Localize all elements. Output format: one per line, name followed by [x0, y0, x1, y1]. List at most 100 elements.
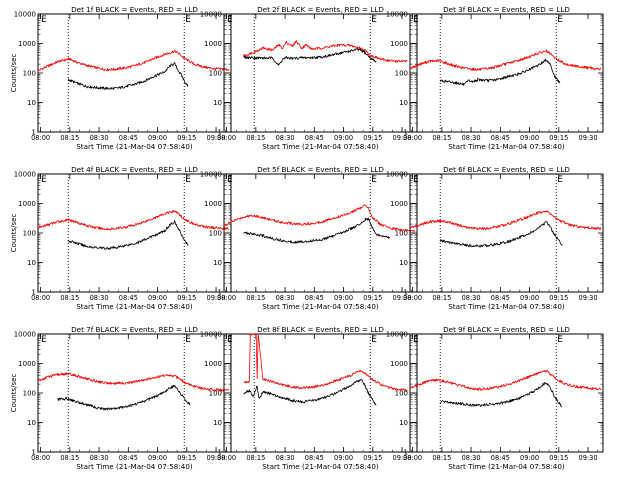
- x-axis-label: Start Time (21-Mar-04 07:58:40): [76, 142, 193, 151]
- x-tick-label: 09:30: [579, 134, 598, 142]
- y-tick-label: 1: [32, 449, 36, 457]
- x-tick-label: 08:15: [432, 454, 451, 462]
- y-tick-label: 1000: [390, 360, 408, 368]
- corner-mark: E: [371, 15, 377, 25]
- y-axis-label: Counts/sec: [10, 54, 18, 93]
- lld-series-line: [409, 49, 602, 71]
- x-tick-label: 09:15: [177, 294, 196, 302]
- y-tick-label: 10000: [386, 171, 408, 179]
- x-tick-label: 09:00: [520, 454, 539, 462]
- events-series-line: [440, 382, 563, 408]
- x-tick-label: 09:00: [334, 294, 353, 302]
- y-tick-label: 1: [404, 449, 408, 457]
- x-axis-label: Start Time (21-Mar-04 07:58:40): [262, 142, 379, 151]
- x-tick-label: 08:30: [90, 294, 109, 302]
- lld-series-line: [243, 333, 408, 392]
- x-tick-label: 08:30: [276, 134, 295, 142]
- x-tick-label: 08:30: [90, 454, 109, 462]
- x-tick-label: 09:15: [549, 454, 568, 462]
- x-tick-label: 09:00: [334, 134, 353, 142]
- corner-mark: E: [413, 15, 419, 25]
- panel-title: Det 8f BLACK = Events, RED = LLD: [257, 325, 384, 334]
- y-tick-label: 100: [395, 70, 408, 78]
- y-tick-label: 100: [209, 390, 222, 398]
- y-tick-label: 100: [23, 390, 36, 398]
- plot-frame: [409, 173, 604, 293]
- panel-title: Det 1f BLACK = Events, RED = LLD: [71, 5, 198, 14]
- panel-title: Det 7f BLACK = Events, RED = LLD: [71, 325, 198, 334]
- x-tick-label: 08:45: [305, 454, 324, 462]
- x-tick-label: 09:30: [579, 454, 598, 462]
- x-tick-label: 08:15: [432, 134, 451, 142]
- x-tick-label: 09:30: [207, 134, 226, 142]
- y-tick-label: 10: [27, 259, 36, 267]
- y-tick-label: 10000: [386, 11, 408, 19]
- panel-title: Det 3f BLACK = Events, RED = LLD: [443, 5, 570, 14]
- y-tick-label: 100: [395, 390, 408, 398]
- x-tick-label: 08:15: [60, 134, 79, 142]
- x-tick-label: 08:45: [119, 134, 138, 142]
- lld-series-line: [409, 369, 602, 391]
- x-tick-label: 08:00: [403, 454, 422, 462]
- x-tick-label: 09:30: [579, 294, 598, 302]
- y-tick-label: 1: [404, 289, 408, 297]
- y-tick-label: 1: [218, 129, 222, 137]
- x-tick-label: 09:00: [148, 294, 167, 302]
- x-tick-label: 08:45: [305, 134, 324, 142]
- x-tick-label: 09:15: [549, 134, 568, 142]
- plot-frame: [37, 173, 232, 293]
- corner-mark: E: [185, 335, 191, 345]
- events-series-line: [243, 217, 390, 244]
- panel-title: Det 9f BLACK = Events, RED = LLD: [443, 325, 570, 334]
- corner-mark: E: [371, 175, 377, 185]
- lld-series-line: [223, 204, 416, 232]
- panel-3: Det 3f BLACK = Events, RED = LLD 1 10 100 10…: [386, 5, 604, 151]
- panel-4: Det 4f BLACK = Events, RED = LLD11010010…: [10, 165, 232, 311]
- y-tick-label: 100: [23, 70, 36, 78]
- corner-mark: E: [41, 335, 47, 345]
- lld-series-line: [37, 210, 230, 231]
- corner-mark: E: [557, 15, 563, 25]
- y-tick-label: 10000: [386, 331, 408, 339]
- y-tick-label: 10000: [14, 171, 36, 179]
- y-tick-label: 10000: [200, 11, 222, 19]
- x-tick-label: 09:30: [207, 454, 226, 462]
- x-tick-label: 09:00: [520, 134, 539, 142]
- lld-series-line: [37, 49, 230, 72]
- x-axis-label: Start Time (21-Mar-04 07:58:40): [448, 142, 565, 151]
- panel-title: Det 4f BLACK = Events, RED = LLD: [71, 165, 198, 174]
- x-tick-label: 09:30: [393, 454, 412, 462]
- x-tick-label: 08:00: [217, 134, 236, 142]
- x-tick-label: 08:45: [119, 294, 138, 302]
- y-tick-label: 10: [213, 419, 222, 427]
- plot-frame: [37, 333, 232, 453]
- y-tick-label: 100: [23, 230, 36, 238]
- y-tick-label: 1000: [390, 40, 408, 48]
- x-tick-label: 08:15: [432, 294, 451, 302]
- x-tick-label: 09:00: [148, 454, 167, 462]
- x-tick-label: 09:15: [177, 454, 196, 462]
- events-series-line: [439, 58, 561, 86]
- corner-mark: E: [371, 335, 377, 345]
- y-tick-label: 1000: [204, 200, 222, 208]
- corner-mark: E: [185, 15, 191, 25]
- plot-frame: [409, 333, 604, 453]
- x-tick-label: 08:15: [246, 134, 265, 142]
- x-tick-label: 09:15: [363, 134, 382, 142]
- y-tick-label: 10000: [14, 11, 36, 19]
- x-tick-label: 08:45: [491, 454, 510, 462]
- x-tick-label: 08:30: [462, 134, 481, 142]
- corner-mark: E: [185, 175, 191, 185]
- corner-mark: E: [227, 175, 233, 185]
- x-tick-label: 08:15: [60, 454, 79, 462]
- corner-mark: E: [413, 335, 419, 345]
- y-tick-label: 100: [395, 230, 408, 238]
- plot-frame: [223, 333, 418, 453]
- x-tick-label: 08:45: [305, 294, 324, 302]
- panel-9: Det 9f BLACK = Events, RED = LLD 1 10 100 10…: [386, 325, 604, 471]
- x-tick-label: 09:15: [549, 294, 568, 302]
- y-tick-label: 1: [218, 449, 222, 457]
- x-tick-label: 08:15: [246, 294, 265, 302]
- x-tick-label: 08:00: [403, 134, 422, 142]
- y-tick-label: 1000: [18, 360, 36, 368]
